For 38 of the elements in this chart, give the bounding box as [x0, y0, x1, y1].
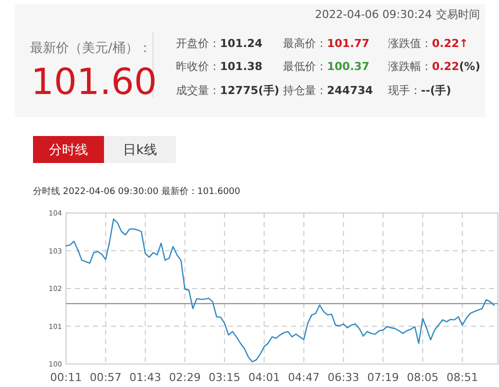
text: 0.22	[432, 60, 460, 73]
text: 0.22↑	[432, 37, 468, 50]
text: 100.37	[327, 60, 370, 73]
text: 244734	[327, 84, 374, 97]
x-tick-label: 01:43	[129, 371, 162, 384]
text: 涨跌幅：	[388, 60, 432, 73]
text: 12775(手)	[220, 84, 280, 97]
text: --(手)	[421, 84, 452, 97]
chart-title: 分时线 2022-04-06 09:30:00 最新价：101.6000	[33, 186, 241, 197]
x-tick-label: 08:51	[446, 371, 478, 384]
text: 开盘价：	[176, 37, 220, 50]
text: 101.38	[220, 60, 262, 73]
text: 日k线	[123, 143, 157, 158]
text: 101.60	[31, 62, 157, 103]
text: 交易时间	[436, 8, 480, 21]
text: 最新价（美元/桶）：	[30, 40, 152, 56]
x-tick-label: 04:01	[248, 371, 280, 384]
text: (%)	[459, 60, 480, 73]
line-series	[65, 218, 495, 362]
text: 涨跌值：	[388, 37, 432, 50]
text: 成交量：	[176, 84, 220, 97]
text: 101.24	[220, 37, 263, 50]
text: 分时线	[49, 143, 88, 158]
text: 2022-04-06 09:30:24	[315, 8, 432, 21]
x-tick-label: 03:15	[208, 371, 240, 384]
text: 最高价：	[283, 37, 327, 50]
text: 现手：	[388, 84, 421, 97]
x-tick-label: 07:19	[367, 371, 399, 384]
text: 101.77	[327, 37, 370, 50]
text: 持仓量：	[283, 84, 327, 97]
x-tick-label: 04:47	[288, 371, 320, 384]
x-tick-label: 00:57	[90, 371, 122, 384]
x-tick-label: 08:05	[406, 371, 439, 384]
x-tick-label: 06:33	[328, 371, 360, 384]
text: 最低价：	[283, 60, 327, 73]
text: 昨收价：	[176, 60, 220, 73]
x-tick-label: 00:11	[50, 371, 82, 384]
x-tick-label: 02:29	[169, 371, 201, 384]
